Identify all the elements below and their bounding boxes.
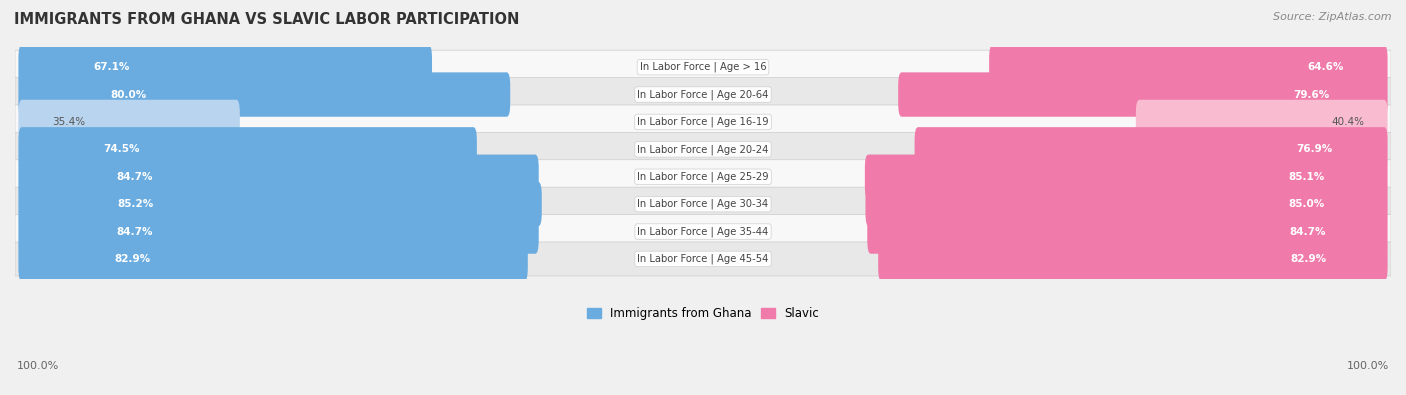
FancyBboxPatch shape [18,209,538,254]
FancyBboxPatch shape [18,182,541,226]
Text: IMMIGRANTS FROM GHANA VS SLAVIC LABOR PARTICIPATION: IMMIGRANTS FROM GHANA VS SLAVIC LABOR PA… [14,12,519,27]
Text: 100.0%: 100.0% [1347,361,1389,371]
FancyBboxPatch shape [15,132,1391,166]
Text: In Labor Force | Age 25-29: In Labor Force | Age 25-29 [637,171,769,182]
FancyBboxPatch shape [1136,100,1388,144]
FancyBboxPatch shape [15,187,1391,221]
FancyBboxPatch shape [868,209,1388,254]
FancyBboxPatch shape [15,77,1391,111]
Text: In Labor Force | Age > 16: In Labor Force | Age > 16 [640,62,766,72]
Text: 76.9%: 76.9% [1296,144,1333,154]
Text: 67.1%: 67.1% [93,62,129,72]
FancyBboxPatch shape [866,182,1388,226]
Text: 64.6%: 64.6% [1308,62,1344,72]
Text: 84.7%: 84.7% [1289,227,1326,237]
Text: 100.0%: 100.0% [17,361,59,371]
Text: In Labor Force | Age 20-64: In Labor Force | Age 20-64 [637,89,769,100]
Text: 85.0%: 85.0% [1289,199,1324,209]
FancyBboxPatch shape [879,237,1388,281]
Text: 82.9%: 82.9% [114,254,150,264]
Text: 79.6%: 79.6% [1294,90,1330,100]
FancyBboxPatch shape [914,127,1388,171]
Text: In Labor Force | Age 30-34: In Labor Force | Age 30-34 [637,199,769,209]
Text: In Labor Force | Age 35-44: In Labor Force | Age 35-44 [637,226,769,237]
FancyBboxPatch shape [15,50,1391,84]
FancyBboxPatch shape [865,154,1388,199]
FancyBboxPatch shape [18,72,510,117]
FancyBboxPatch shape [18,100,240,144]
Text: 84.7%: 84.7% [117,172,153,182]
FancyBboxPatch shape [990,45,1388,89]
Text: 84.7%: 84.7% [117,227,153,237]
FancyBboxPatch shape [18,154,538,199]
Text: 74.5%: 74.5% [103,144,139,154]
Text: 82.9%: 82.9% [1291,254,1327,264]
Text: In Labor Force | Age 45-54: In Labor Force | Age 45-54 [637,254,769,264]
FancyBboxPatch shape [18,237,527,281]
Text: 85.2%: 85.2% [117,199,153,209]
Legend: Immigrants from Ghana, Slavic: Immigrants from Ghana, Slavic [582,303,824,325]
Text: 80.0%: 80.0% [111,90,146,100]
FancyBboxPatch shape [898,72,1388,117]
FancyBboxPatch shape [15,242,1391,276]
Text: 35.4%: 35.4% [52,117,86,127]
Text: 85.1%: 85.1% [1289,172,1324,182]
FancyBboxPatch shape [18,45,432,89]
FancyBboxPatch shape [15,105,1391,139]
Text: In Labor Force | Age 20-24: In Labor Force | Age 20-24 [637,144,769,154]
FancyBboxPatch shape [15,160,1391,194]
Text: In Labor Force | Age 16-19: In Labor Force | Age 16-19 [637,117,769,127]
FancyBboxPatch shape [18,127,477,171]
FancyBboxPatch shape [15,214,1391,248]
Text: 40.4%: 40.4% [1331,117,1364,127]
Text: Source: ZipAtlas.com: Source: ZipAtlas.com [1274,12,1392,22]
